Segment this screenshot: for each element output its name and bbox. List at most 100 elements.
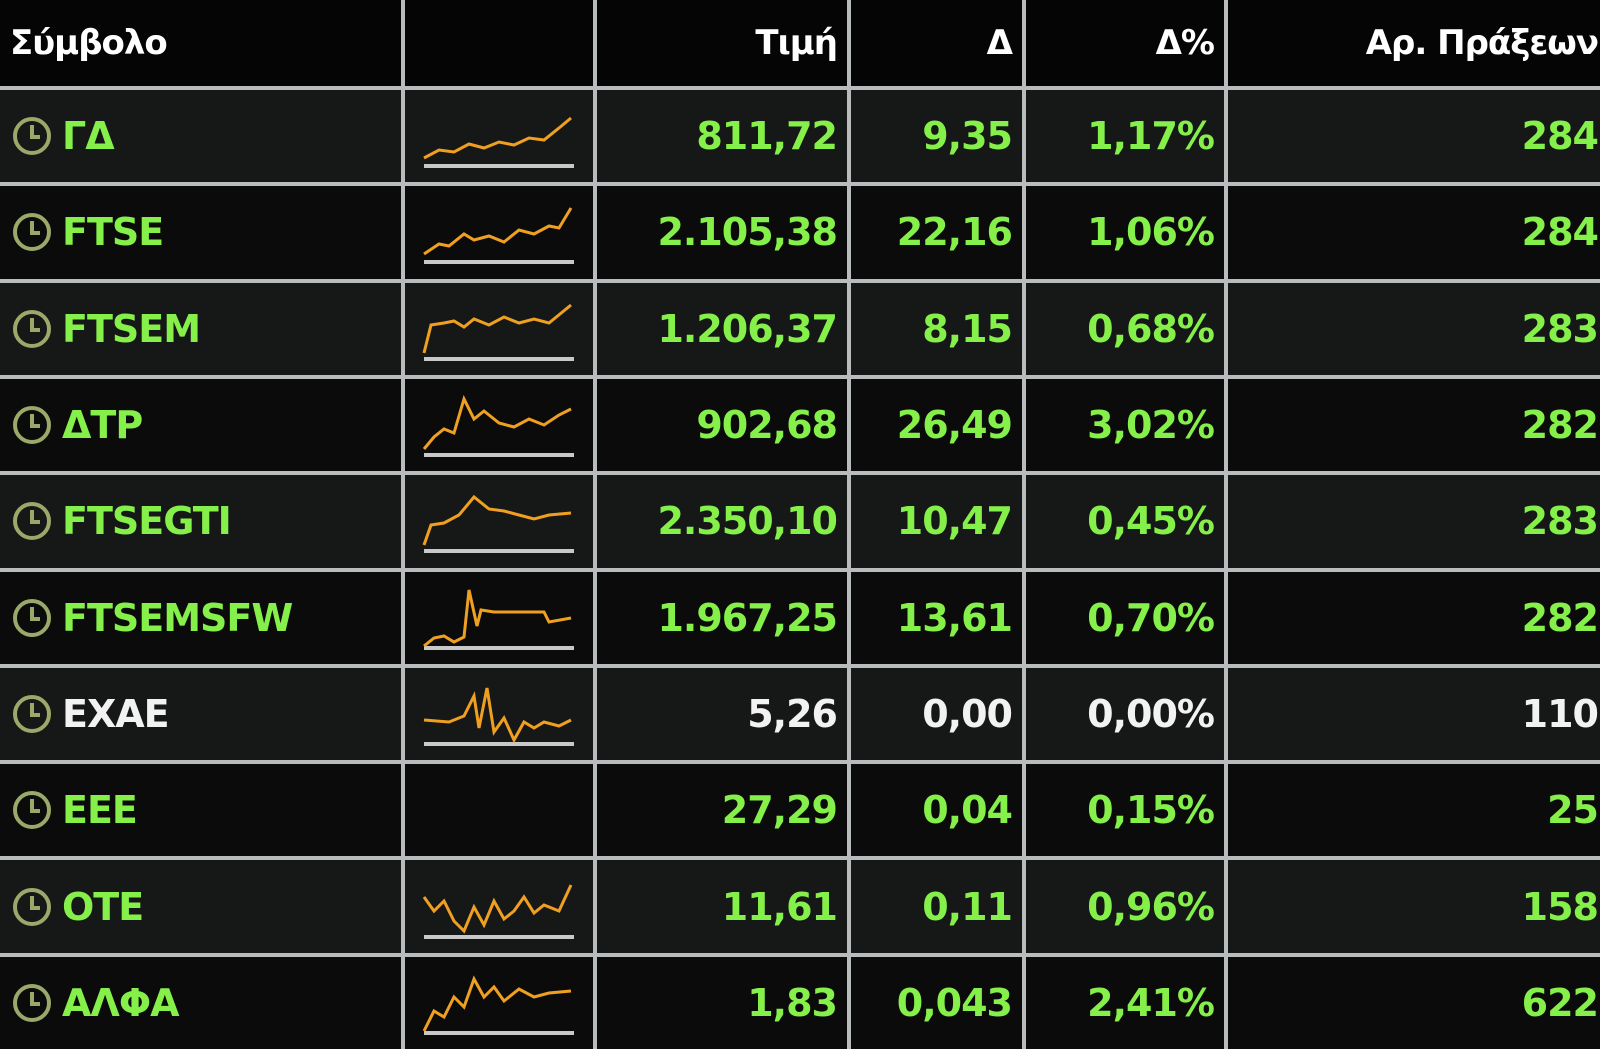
value-cell-text: 282 (1521, 403, 1599, 448)
clock-hands (30, 510, 40, 525)
value-cell: 2.105,38 (597, 186, 847, 279)
sparkline-cell (405, 378, 593, 472)
symbol-cell: FTSEM (0, 282, 401, 375)
value-cell: 5,26 (597, 667, 847, 761)
value-cell-text: 284 (1521, 114, 1599, 159)
clock-hands (30, 606, 40, 621)
value-cell-text: 158 (1521, 884, 1599, 929)
clock-face (13, 117, 51, 156)
value-cell: 1.967,25 (597, 571, 847, 664)
clock-icon (13, 309, 51, 348)
clock-hands (30, 221, 40, 236)
value-cell: 8,15 (851, 282, 1022, 375)
value-cell-text: 902,68 (696, 403, 838, 448)
value-cell-text: 0,043 (896, 980, 1013, 1025)
value-cell-text: 110 (1521, 691, 1599, 736)
header-cell-text: Τιμή (755, 23, 838, 63)
clock-face (13, 791, 51, 830)
value-cell: 811,72 (597, 90, 847, 183)
value-cell-text: 10,47 (896, 499, 1013, 544)
value-cell: 0,15% (1026, 764, 1224, 857)
symbol-cell: FTSE (0, 186, 401, 279)
value-cell-text: 1.206,37 (657, 306, 838, 351)
sparkline-path (423, 589, 572, 647)
clock-hands (30, 414, 40, 429)
value-cell-text: 5,26 (747, 691, 838, 736)
clock-icon (13, 791, 51, 830)
symbol-cell: FTSEMSFW (0, 571, 401, 664)
value-cell-text: 25 (1547, 788, 1599, 833)
value-cell: 27,29 (597, 764, 847, 857)
clock-icon (13, 983, 51, 1022)
sparkline (422, 495, 574, 554)
clock-face (13, 213, 51, 252)
value-cell: 1,83 (597, 956, 847, 1049)
value-cell: 0,96% (1026, 860, 1224, 953)
clock-face (13, 694, 51, 733)
symbol-cell: ΑΛΦΑ (0, 956, 401, 1049)
clock-face (13, 887, 51, 926)
value-cell: 9,35 (851, 90, 1022, 183)
value-cell-text: 2,41% (1087, 980, 1215, 1025)
value-cell: 110 (1228, 667, 1600, 761)
header-cell: Δ% (1026, 0, 1224, 86)
header-cell: Σύμβολο (0, 0, 401, 86)
value-cell: 0,11 (851, 860, 1022, 953)
sparkline-cell (405, 860, 593, 953)
sparkline (423, 589, 574, 650)
value-cell-text: 811,72 (696, 114, 838, 159)
symbol-cell: EXAE (0, 667, 401, 761)
value-cell: 0,04 (851, 764, 1022, 857)
value-cell-text: 0,00 (922, 691, 1013, 736)
sparkline-path (422, 394, 572, 450)
sparkline (423, 687, 574, 746)
clock-hands (30, 895, 40, 910)
value-cell: 902,68 (597, 378, 847, 472)
value-cell: 284 (1228, 186, 1600, 279)
value-cell: 2,41% (1026, 956, 1224, 1049)
sparkline-cell (405, 956, 593, 1049)
clock-hands (30, 317, 40, 332)
header-cell (405, 0, 593, 86)
value-cell: 3,02% (1026, 378, 1224, 472)
value-cell-text: 1,06% (1087, 210, 1215, 255)
value-cell: 13,61 (851, 571, 1022, 664)
header-cell-text: Δ (986, 23, 1013, 63)
value-cell-text: 0,45% (1087, 499, 1215, 544)
value-cell-text: 283 (1521, 499, 1599, 544)
value-cell: 1.206,37 (597, 282, 847, 375)
value-cell-text: 0,68% (1087, 306, 1215, 351)
clock-hands (30, 991, 40, 1006)
clock-hands (30, 799, 40, 814)
clock-hands (30, 125, 40, 140)
header-cell-text: Δ% (1155, 23, 1215, 63)
sparkline-path (422, 883, 573, 934)
value-cell-text: 0,11 (922, 884, 1013, 929)
symbol-text: ΑΛΦΑ (62, 980, 180, 1025)
value-cell: 1,06% (1026, 186, 1224, 279)
clock-face (13, 406, 51, 445)
symbol-text: ΓΔ (62, 114, 115, 159)
value-cell-text: 8,15 (922, 306, 1013, 351)
symbol-text: FTSEMSFW (62, 595, 293, 640)
sparkline (423, 116, 574, 169)
sparkline-cell (405, 571, 593, 664)
value-cell-text: 27,29 (721, 788, 838, 833)
sparkline-path (423, 207, 573, 256)
clock-icon (13, 117, 51, 156)
sparkline-cell (405, 667, 593, 761)
clock-icon (13, 406, 51, 445)
value-cell: 283 (1228, 282, 1600, 375)
clock-face (13, 598, 51, 637)
value-cell-text: 0,96% (1087, 884, 1215, 929)
value-cell: 622 (1228, 956, 1600, 1049)
value-cell-text: 0,15% (1087, 788, 1215, 833)
clock-face (13, 983, 51, 1022)
sparkline (422, 883, 574, 939)
value-cell-text: 0,70% (1087, 595, 1215, 640)
value-cell-text: 2.350,10 (657, 499, 838, 544)
header-cell: Τιμή (597, 0, 847, 86)
value-cell: 1,17% (1026, 90, 1224, 183)
value-cell-text: 284 (1521, 210, 1599, 255)
